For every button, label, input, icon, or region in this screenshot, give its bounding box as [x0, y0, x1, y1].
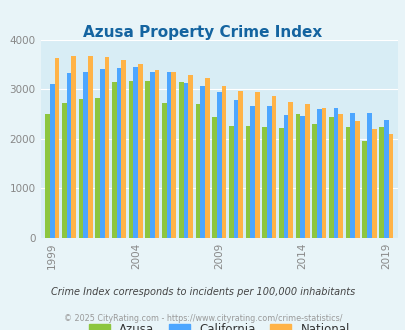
Bar [266, 106, 271, 238]
Bar [350, 113, 354, 238]
Bar [366, 114, 371, 238]
Bar [145, 81, 150, 238]
Bar [300, 116, 304, 238]
Bar [338, 115, 342, 238]
Bar [55, 58, 59, 238]
Text: © 2025 CityRating.com - https://www.cityrating.com/crime-statistics/: © 2025 CityRating.com - https://www.city… [64, 314, 341, 323]
Bar [121, 60, 126, 238]
Bar [166, 72, 171, 238]
Bar [311, 124, 316, 238]
Bar [95, 98, 100, 238]
Bar [133, 67, 138, 238]
Bar [371, 129, 375, 238]
Bar [71, 56, 76, 238]
Legend: Azusa, California, National: Azusa, California, National [84, 319, 354, 330]
Bar [345, 127, 350, 238]
Bar [112, 82, 117, 238]
Bar [295, 114, 300, 238]
Bar [262, 127, 266, 238]
Bar [45, 114, 50, 238]
Bar [362, 141, 366, 238]
Bar [228, 126, 233, 238]
Bar [50, 84, 55, 238]
Bar [388, 134, 392, 238]
Bar [378, 127, 383, 238]
Bar [195, 104, 200, 238]
Bar [316, 109, 321, 238]
Bar [188, 75, 192, 238]
Bar [183, 83, 188, 238]
Bar [304, 104, 309, 238]
Bar [178, 82, 183, 238]
Bar [249, 106, 254, 238]
Bar [117, 68, 121, 238]
Bar [354, 121, 359, 238]
Bar [238, 91, 242, 238]
Bar [221, 86, 226, 238]
Bar [245, 126, 249, 238]
Bar [62, 103, 66, 238]
Bar [278, 128, 283, 238]
Bar [328, 117, 333, 238]
Text: Crime Index corresponds to incidents per 100,000 inhabitants: Crime Index corresponds to incidents per… [51, 287, 354, 297]
Bar [333, 108, 338, 238]
Bar [216, 92, 221, 238]
Text: Azusa Property Crime Index: Azusa Property Crime Index [83, 25, 322, 40]
Bar [171, 72, 176, 238]
Bar [128, 81, 133, 238]
Bar [200, 86, 205, 238]
Bar [162, 103, 166, 238]
Bar [283, 115, 288, 238]
Bar [233, 100, 238, 238]
Bar [321, 108, 326, 238]
Bar [150, 72, 154, 238]
Bar [383, 120, 388, 238]
Bar [154, 70, 159, 238]
Bar [212, 117, 216, 238]
Bar [288, 102, 292, 238]
Bar [88, 56, 92, 238]
Bar [66, 73, 71, 238]
Bar [271, 96, 276, 238]
Bar [104, 57, 109, 238]
Bar [83, 72, 88, 238]
Bar [138, 64, 143, 238]
Bar [79, 99, 83, 238]
Bar [254, 92, 259, 238]
Bar [100, 69, 104, 238]
Bar [205, 78, 209, 238]
